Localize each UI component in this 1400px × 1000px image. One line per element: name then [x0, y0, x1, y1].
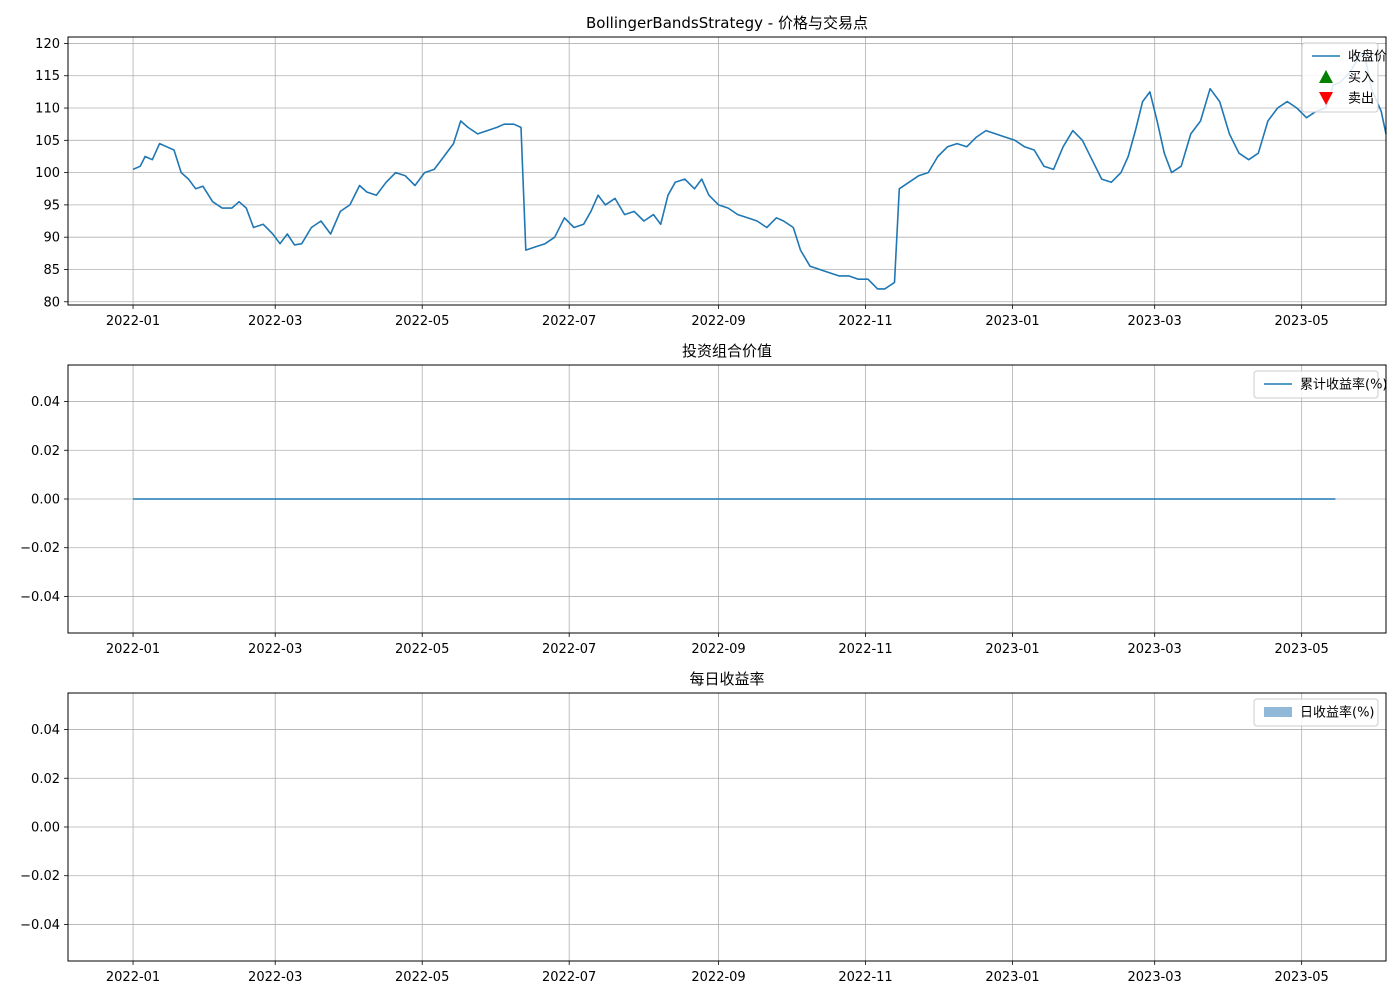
price-chart-y-tick-label: 80 — [43, 295, 60, 310]
price-chart-x-ticks: 2022-01 2022-03 2022-05 2022-07 2022-09 2022-… — [106, 305, 1329, 329]
price-chart-grid — [68, 37, 1386, 305]
price-chart-legend-label: 收盘价 — [1348, 49, 1387, 65]
price-chart-x-tick-label: 2022-05 — [395, 314, 449, 329]
daily-returns-chart-legend-box — [1253, 698, 1379, 727]
daily-returns-chart-x-tick-label: 2022-01 — [106, 970, 160, 985]
daily-returns-chart-title: 每日收益率 — [689, 670, 764, 688]
price-chart-legend-label: 买入 — [1348, 71, 1374, 86]
price-chart-data — [132, 52, 1387, 290]
daily-returns-chart-x-tick-label: 2023-05 — [1275, 970, 1329, 985]
daily-returns-chart-x-tick-label: 2022-03 — [248, 970, 302, 985]
price-chart-x-tick-label: 2022-01 — [106, 314, 160, 329]
daily-returns-chart-x-tick-label: 2022-05 — [395, 970, 449, 985]
price-chart-y-tick-label: 85 — [43, 263, 60, 278]
portfolio-value-chart-x-tick-label: 2023-05 — [1275, 642, 1329, 657]
daily-returns-chart-x-tick-label: 2022-07 — [542, 970, 596, 985]
price-chart-series-line — [132, 52, 1387, 290]
price-chart-x-tick-label: 2022-07 — [542, 314, 596, 329]
price-chart-x-tick-label: 2023-01 — [985, 314, 1039, 329]
daily-returns-chart-legend-label: 日收益率(%) — [1300, 705, 1375, 721]
daily-returns-chart-x-tick-label: 2023-01 — [985, 970, 1039, 985]
portfolio-value-chart: 2022-01 2022-03 2022-05 2022-07 2022-09 2022-… — [20, 342, 1387, 657]
portfolio-value-chart-x-tick-label: 2022-07 — [542, 642, 596, 657]
daily-returns-chart-y-tick-label: −0.04 — [20, 918, 60, 933]
daily-returns-chart-y-tick-label: 0.04 — [31, 723, 60, 738]
price-chart-y-tick-label: 90 — [43, 231, 60, 246]
daily-returns-chart-x-tick-label: 2022-09 — [691, 970, 745, 985]
price-chart-x-tick-label: 2023-05 — [1275, 314, 1329, 329]
portfolio-value-chart-x-tick-label: 2022-09 — [691, 642, 745, 657]
price-chart-y-tick-label: 110 — [35, 102, 60, 117]
price-chart-y-ticks: 80 85 90 95 100 105 110 115 120 — [35, 37, 68, 310]
price-chart-legend-label: 卖出 — [1348, 92, 1374, 107]
daily-returns-chart-x-tick-label: 2023-03 — [1128, 970, 1182, 985]
price-chart-title: BollingerBandsStrategy - 价格与交易点 — [586, 14, 868, 32]
price-chart-y-tick-label: 95 — [43, 198, 60, 213]
price-chart-x-tick-label: 2022-11 — [838, 314, 892, 329]
portfolio-value-chart-x-tick-label: 2022-05 — [395, 642, 449, 657]
price-chart: 2022-01 2022-03 2022-05 2022-07 2022-09 2022-… — [35, 14, 1387, 329]
daily-returns-chart-y-tick-label: 0.02 — [31, 772, 60, 787]
portfolio-value-chart-y-tick-label: 0.00 — [31, 493, 60, 508]
price-chart-x-tick-label: 2022-09 — [691, 314, 745, 329]
daily-returns-chart: 2022-01 2022-03 2022-05 2022-07 2022-09 2022-… — [20, 670, 1387, 985]
daily-returns-chart-x-tick-label: 2022-11 — [838, 970, 892, 985]
portfolio-value-chart-y-ticks: −0.04 −0.02 0.00 0.02 0.04 — [20, 395, 68, 605]
price-chart-x-tick-label: 2023-03 — [1128, 314, 1182, 329]
portfolio-value-chart-x-tick-label: 2022-03 — [248, 642, 302, 657]
portfolio-value-chart-legend: 累计收益率(%) — [1253, 370, 1388, 399]
portfolio-value-chart-y-tick-label: 0.02 — [31, 444, 60, 459]
portfolio-value-chart-y-tick-label: 0.04 — [31, 395, 60, 410]
daily-returns-chart-y-tick-label: −0.02 — [20, 869, 60, 884]
price-chart-y-tick-label: 105 — [35, 134, 60, 149]
portfolio-value-chart-legend-box — [1253, 370, 1379, 399]
portfolio-value-chart-title: 投资组合价值 — [682, 342, 772, 360]
buy-triangle-icon — [1319, 70, 1333, 83]
price-chart-x-tick-label: 2022-03 — [248, 314, 302, 329]
portfolio-value-chart-x-tick-label: 2022-11 — [838, 642, 892, 657]
portfolio-value-chart-x-ticks: 2022-01 2022-03 2022-05 2022-07 2022-09 2022-… — [106, 633, 1329, 657]
price-chart-y-tick-label: 115 — [35, 69, 60, 84]
price-chart-y-tick-label: 120 — [35, 37, 60, 52]
daily-returns-chart-y-tick-label: 0.00 — [31, 821, 60, 836]
portfolio-value-chart-x-tick-label: 2022-01 — [106, 642, 160, 657]
daily-returns-chart-x-ticks: 2022-01 2022-03 2022-05 2022-07 2022-09 2022-… — [106, 961, 1329, 985]
portfolio-value-chart-x-tick-label: 2023-03 — [1128, 642, 1182, 657]
portfolio-value-chart-x-tick-label: 2023-01 — [985, 642, 1039, 657]
portfolio-value-chart-y-tick-label: −0.04 — [20, 590, 60, 605]
daily-returns-chart-y-ticks: −0.04 −0.02 0.00 0.02 0.04 — [20, 723, 68, 933]
portfolio-value-chart-legend-label: 累计收益率(%) — [1300, 377, 1388, 393]
daily-returns-chart-grid — [68, 693, 1386, 961]
legend-patch-swatch — [1264, 707, 1292, 717]
portfolio-value-chart-y-tick-label: −0.02 — [20, 541, 60, 556]
sell-triangle-icon — [1319, 92, 1333, 105]
daily-returns-chart-legend: 日收益率(%) — [1253, 698, 1379, 727]
price-chart-axes-frame — [67, 36, 1387, 306]
price-chart-y-tick-label: 100 — [35, 166, 60, 181]
